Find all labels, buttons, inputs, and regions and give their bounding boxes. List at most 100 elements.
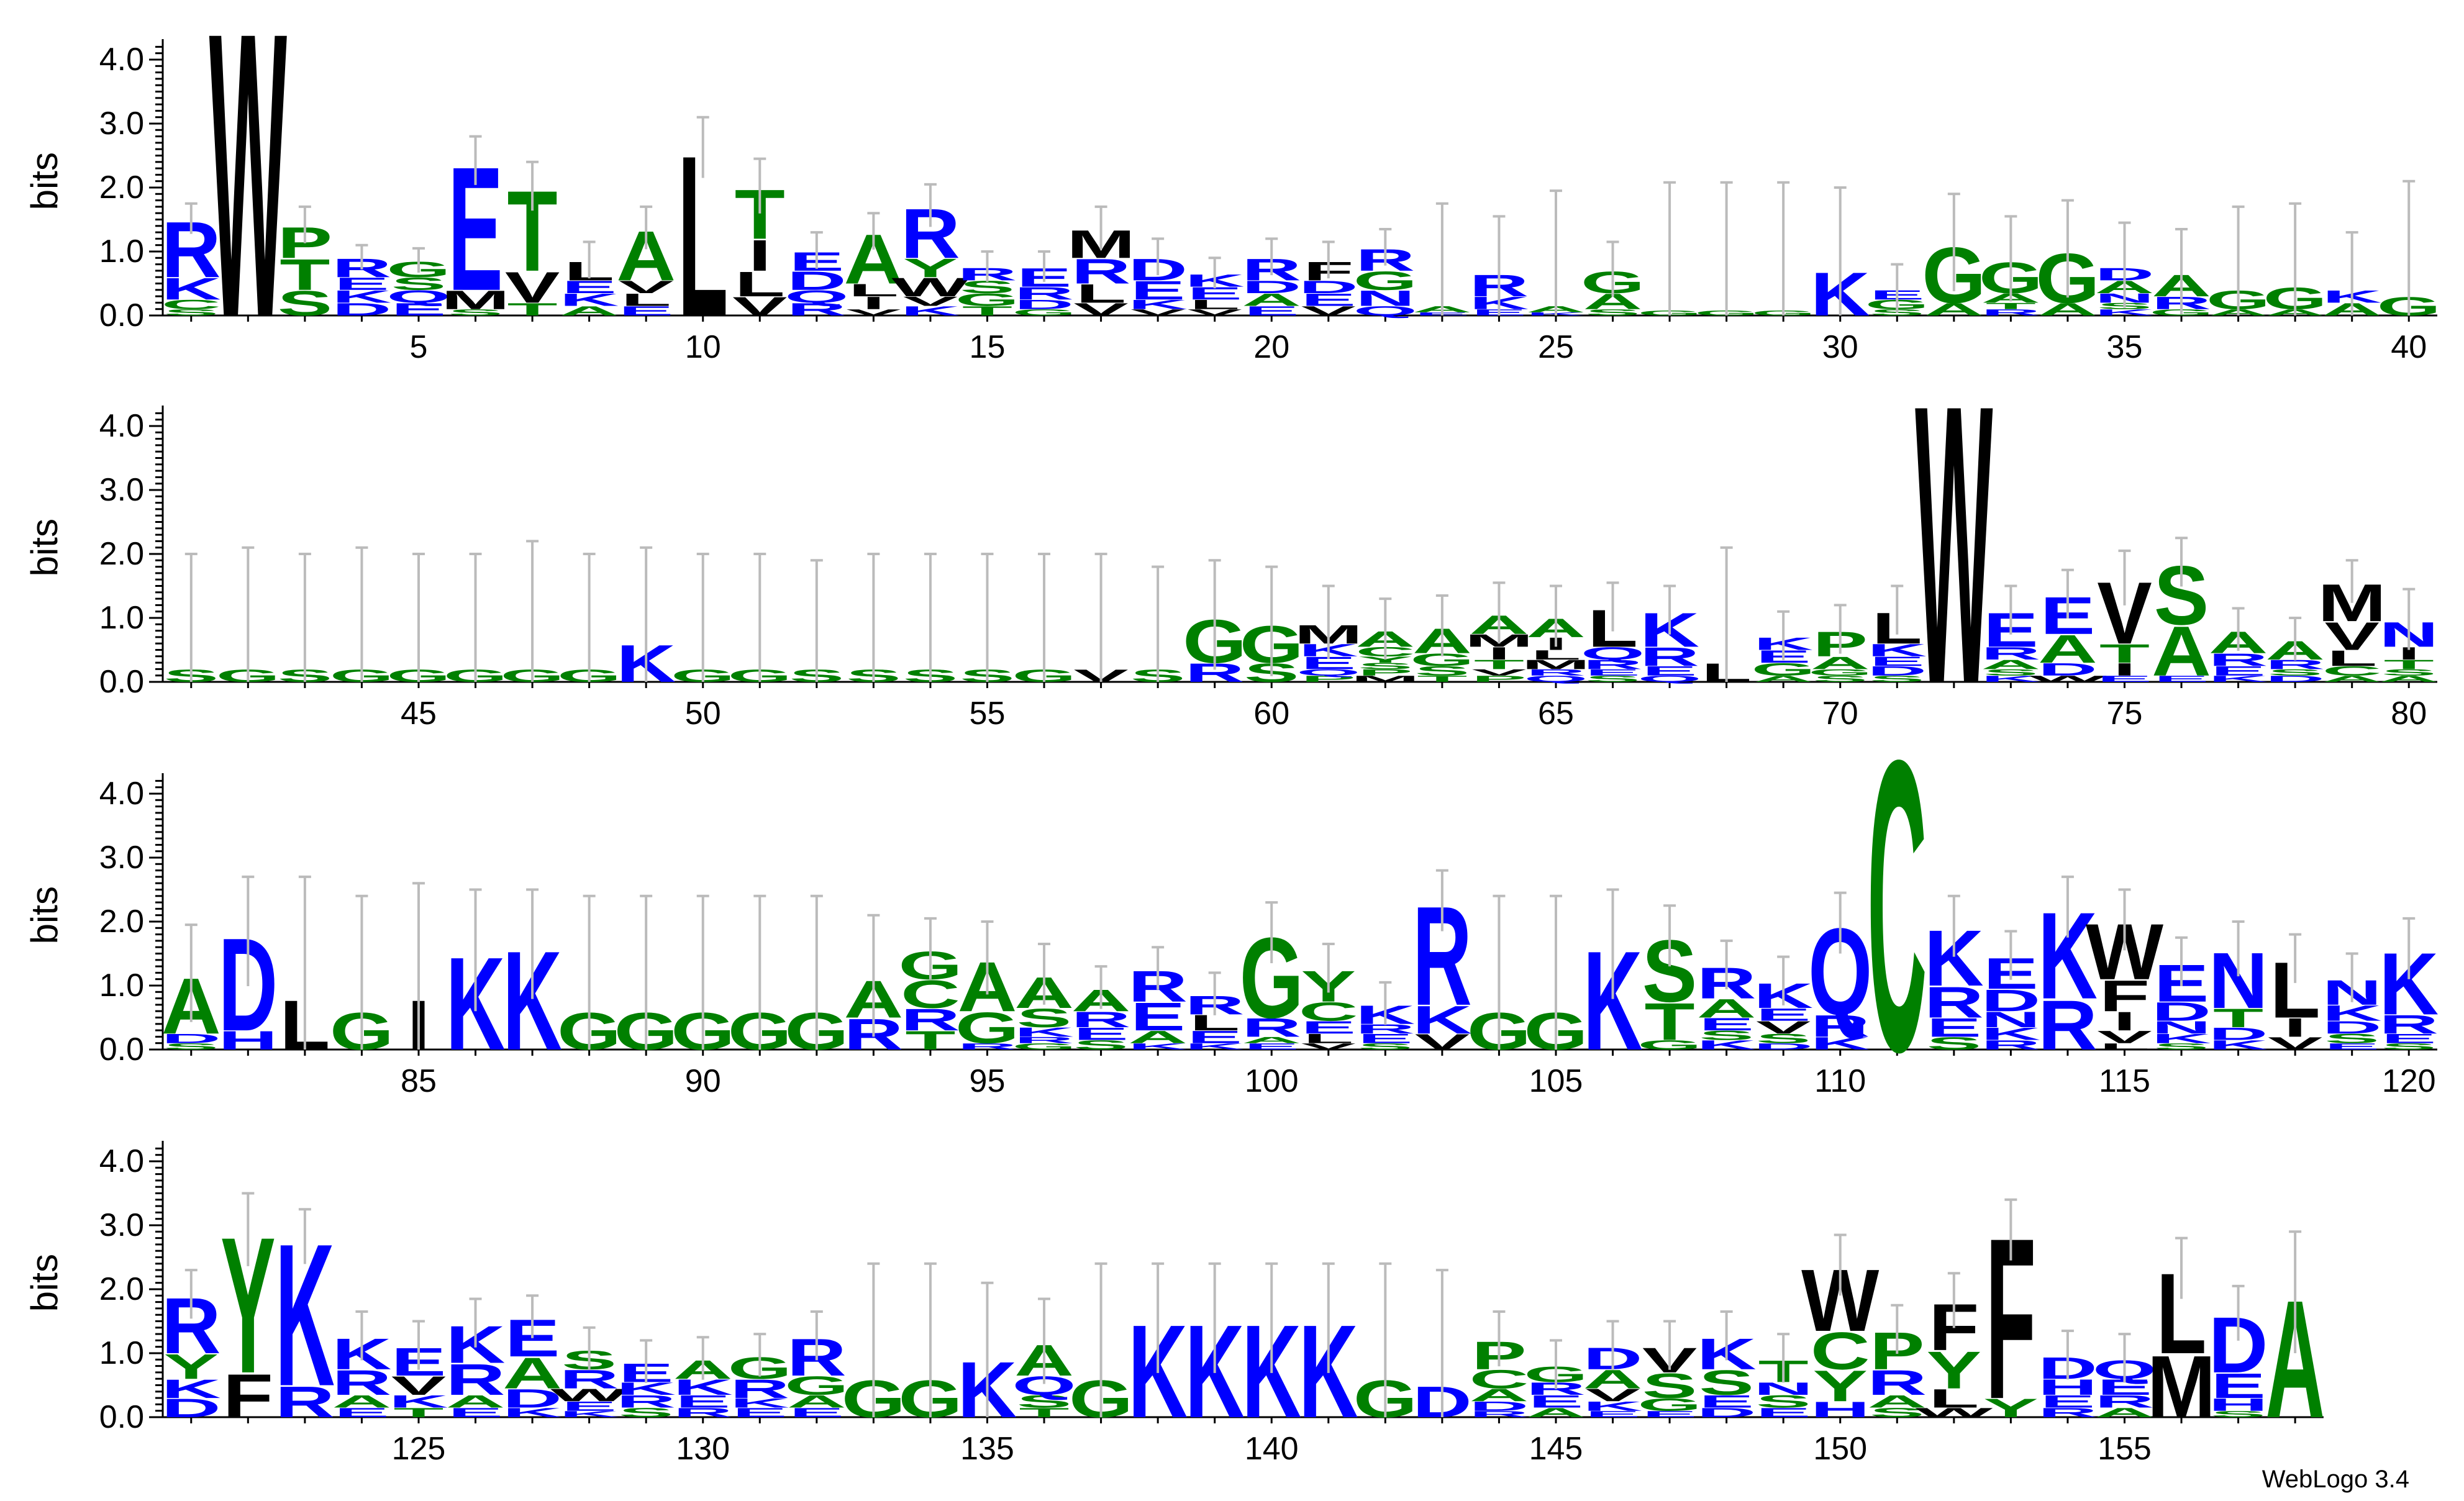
y-tick-label: 0.0 <box>99 297 144 333</box>
logo-letter-62-M: M <box>1351 674 1419 684</box>
logo-letter-69-G: G <box>1752 660 1816 679</box>
logo-letter-125-T: T <box>393 1405 443 1420</box>
logo-letter-70-G: G <box>1808 668 1872 678</box>
logo-letter-117-D: D <box>2209 1024 2268 1044</box>
logo-letter-12-D: D <box>787 266 847 296</box>
logo-letter-120-S: S <box>2381 1041 2436 1051</box>
logo-letter-96-G: G <box>1012 1041 1076 1051</box>
logo-letter-78-D: D <box>2265 674 2325 684</box>
logo-letter-152-W: W <box>1915 1405 1993 1420</box>
x-tick-label: 135 <box>960 1431 1014 1467</box>
logo-letter-4-K: K <box>332 287 392 307</box>
logo-letter-113-K: K <box>1981 1024 2040 1044</box>
logo-letter-73-K: K <box>1981 674 2040 684</box>
x-tick-label: 60 <box>1253 696 1289 732</box>
logo-letter-15-T: T <box>962 304 1012 319</box>
x-tick-label: 55 <box>970 696 1006 732</box>
logo-letter-66-E: E <box>1585 668 1640 678</box>
logo-letter-32-A: A <box>1924 299 1984 319</box>
logo-letter-7-V: V <box>505 263 560 312</box>
weblogo-credit: WebLogo 3.4 <box>2262 1466 2409 1493</box>
logo-letter-144-D: D <box>1470 1399 1529 1414</box>
y-axis-label: bits <box>24 1254 65 1312</box>
logo-letter-14-Y: Y <box>903 253 958 283</box>
logo-letter-69-A: A <box>1753 674 1813 684</box>
logo-letter-94-C: C <box>901 973 960 1017</box>
logo-letter-102-E: E <box>1358 1032 1412 1046</box>
x-tick-label: 40 <box>2391 329 2427 365</box>
x-tick-label: 30 <box>1822 329 1858 365</box>
logo-letter-129-S: S <box>619 1405 673 1420</box>
logo-letter-103-K: K <box>1412 998 1472 1042</box>
logo-letter-67-E: E <box>1642 664 1697 679</box>
logo-letter-5-E: E <box>391 299 446 319</box>
logo-letter-75-E: E <box>2097 674 2152 684</box>
logo-letter-67-Q: Q <box>1637 674 1701 684</box>
logo-letter-4-E: E <box>334 274 389 294</box>
logo-letter-109-S: S <box>1756 1032 1811 1046</box>
logo-letter-112-R: R <box>1924 977 1984 1027</box>
logo-letter-65-L: L <box>1530 648 1581 663</box>
y-tick-label: 0.0 <box>99 1032 144 1068</box>
logo-letter-22-Q: Q <box>1353 304 1417 319</box>
logo-letter-97-R: R <box>1071 1007 1131 1032</box>
logo-letter-150-Y: Y <box>1812 1361 1867 1411</box>
logo-letter-5-Q: Q <box>386 287 450 307</box>
logo-letter-107-T: T <box>1645 992 1695 1051</box>
y-tick-label: 1.0 <box>99 968 144 1004</box>
logo-letter-74-W: W <box>2029 674 2106 684</box>
logo-letter-101-L: L <box>1303 1032 1353 1046</box>
logo-letter-132-A: A <box>787 1392 847 1412</box>
logo-letter-119-S: S <box>2324 1032 2379 1046</box>
y-tick-label: 2.0 <box>99 1271 144 1307</box>
logo-letter-73-R: R <box>1981 643 2040 663</box>
logo-letter-20-D: D <box>1242 277 1301 297</box>
logo-letter-64-P: P <box>1471 674 1526 684</box>
logo-letter-96-R: R <box>1014 1035 1074 1045</box>
logo-letter-124-A: A <box>332 1392 392 1412</box>
x-tick-label: 95 <box>970 1063 1006 1099</box>
logo-row-2: 0.01.02.03.04.0bits4550556065707580SGSGG… <box>24 322 2439 766</box>
logo-letter-77-K: K <box>2209 674 2268 684</box>
logo-letter-5-S: S <box>391 274 446 294</box>
logo-letter-118-V: V <box>2268 1033 2322 1053</box>
logo-letter-125-K: K <box>389 1392 448 1412</box>
y-tick-label: 0.0 <box>99 664 144 700</box>
logo-letter-80-T: T <box>2384 657 2434 672</box>
logo-letter-156-M: M <box>2147 1338 2216 1436</box>
logo-letter-95-R: R <box>958 1041 1017 1051</box>
logo-letter-108-K: K <box>1697 1038 1757 1053</box>
logo-letter-144-A: A <box>1470 1385 1529 1405</box>
logo-letter-107-G: G <box>1637 1038 1701 1053</box>
logo-letter-81-S: S <box>164 1041 219 1051</box>
logo-letter-8-K: K <box>560 290 619 310</box>
logo-letter-26-S: S <box>1585 307 1640 317</box>
logo-letter-70-S: S <box>1812 674 1867 684</box>
logo-letter-108-A: A <box>1697 994 1757 1023</box>
x-tick-label: 120 <box>2382 1063 2436 1099</box>
logo-letter-151-S: S <box>1870 1405 1924 1420</box>
x-tick-label: 105 <box>1529 1063 1583 1099</box>
logo-letter-131-E: E <box>732 1405 787 1420</box>
x-tick-label: 35 <box>2107 329 2143 365</box>
logo-letter-82-H: H <box>218 1025 278 1055</box>
logo-letter-108-S: S <box>1699 1028 1753 1043</box>
y-tick-label: 2.0 <box>99 904 144 940</box>
x-tick-label: 140 <box>1245 1431 1299 1467</box>
logo-letter-77-R: R <box>2209 650 2268 670</box>
logo-letter-96-K: K <box>1014 1025 1074 1040</box>
logo-letter-149-E: E <box>1756 1405 1811 1420</box>
logo-letter-147-G: G <box>1637 1395 1701 1415</box>
logo-letter-9-V: V <box>619 277 673 297</box>
logo-letter-21-V: V <box>1301 304 1356 319</box>
logo-letter-13-V: V <box>846 307 901 317</box>
logo-letter-108-E: E <box>1699 1015 1753 1035</box>
logo-letter-146-K: K <box>1583 1399 1643 1414</box>
logo-letter-120-R: R <box>2379 1010 2439 1040</box>
logo-letter-150-H: H <box>1811 1397 1870 1422</box>
logo-letter-64-T: T <box>1474 657 1524 672</box>
y-tick-label: 1.0 <box>99 234 144 270</box>
logo-letter-113-R: R <box>1981 1038 2040 1053</box>
logo-letter-71-D: D <box>1867 664 1927 679</box>
logo-letter-64-I: I <box>1488 643 1511 663</box>
